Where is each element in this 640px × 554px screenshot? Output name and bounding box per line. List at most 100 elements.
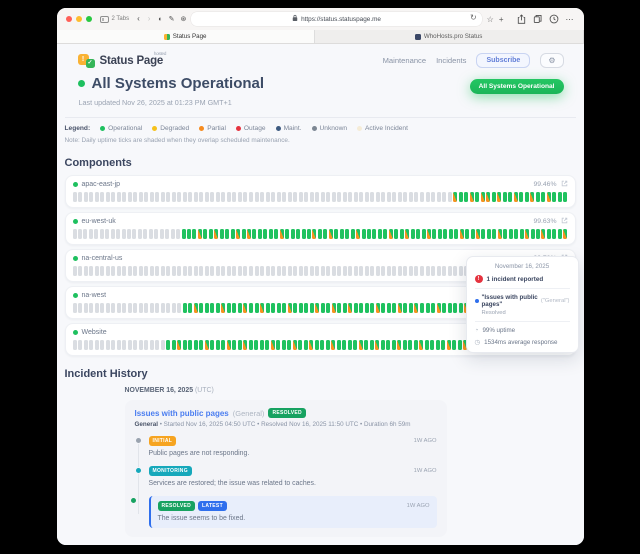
copy-tabs-icon[interactable] <box>533 14 542 24</box>
uptime-tick[interactable] <box>221 192 226 202</box>
uptime-tick[interactable] <box>502 192 507 202</box>
uptime-tick[interactable] <box>197 229 202 239</box>
nav-incidents-link[interactable]: Incidents <box>436 56 467 65</box>
uptime-tick[interactable] <box>94 266 99 276</box>
uptime-tick[interactable] <box>425 192 430 202</box>
uptime-tick[interactable] <box>348 192 353 202</box>
uptime-tick[interactable] <box>419 340 423 350</box>
uptime-tick[interactable] <box>230 229 235 239</box>
uptime-tick[interactable] <box>399 229 404 239</box>
tab-whohosts[interactable]: WhoHosts.pro Status <box>314 30 584 43</box>
uptime-tick[interactable] <box>127 303 132 313</box>
uptime-tick[interactable] <box>323 229 328 239</box>
uptime-tick[interactable] <box>88 229 93 239</box>
uptime-tick[interactable] <box>199 340 203 350</box>
uptime-tick[interactable] <box>458 303 463 313</box>
uptime-tick[interactable] <box>314 340 319 350</box>
uptime-tick[interactable] <box>447 192 452 202</box>
uptime-tick[interactable] <box>149 266 154 276</box>
uptime-tick[interactable] <box>122 192 127 202</box>
uptime-tick[interactable] <box>425 303 430 313</box>
uptime-tick[interactable] <box>293 266 298 276</box>
uptime-tick[interactable] <box>182 192 187 202</box>
uptime-tick[interactable] <box>486 192 491 202</box>
uptime-tick[interactable] <box>425 266 430 276</box>
uptime-tick[interactable] <box>370 266 375 276</box>
uptime-tick[interactable] <box>296 229 301 239</box>
uptime-tick[interactable] <box>293 192 298 202</box>
uptime-tick[interactable] <box>364 340 368 350</box>
uptime-tick[interactable] <box>337 266 342 276</box>
uptime-tick[interactable] <box>315 266 320 276</box>
uptime-tick[interactable] <box>408 266 413 276</box>
uptime-tick[interactable] <box>402 340 407 350</box>
uptime-tick[interactable] <box>304 303 309 313</box>
uptime-tick[interactable] <box>457 340 462 350</box>
uptime-tick[interactable] <box>536 229 541 239</box>
uptime-tick[interactable] <box>199 192 204 202</box>
uptime-tick[interactable] <box>441 340 445 350</box>
uptime-tick[interactable] <box>127 266 132 276</box>
brand-logo[interactable]: ! ✓ Status Page hosted <box>77 51 166 68</box>
uptime-tick[interactable] <box>392 192 397 202</box>
uptime-tick[interactable] <box>447 266 452 276</box>
uptime-tick[interactable] <box>204 340 209 350</box>
uptime-tick[interactable] <box>247 229 251 239</box>
uptime-tick[interactable] <box>111 192 116 202</box>
uptime-tick[interactable] <box>414 266 419 276</box>
uptime-tick[interactable] <box>375 303 380 313</box>
uptime-tick[interactable] <box>430 340 434 350</box>
uptime-tick[interactable] <box>155 192 160 202</box>
uptime-tick[interactable] <box>386 303 391 313</box>
uptime-tick[interactable] <box>530 229 535 239</box>
uptime-tick[interactable] <box>453 266 458 276</box>
uptime-tick[interactable] <box>419 303 424 313</box>
uptime-tick[interactable] <box>281 340 286 350</box>
uptime-tick[interactable] <box>133 340 137 350</box>
reader-icon[interactable]: ◐ <box>158 15 163 23</box>
uptime-tick[interactable] <box>188 192 193 202</box>
uptime-tick[interactable] <box>166 266 171 276</box>
uptime-tick[interactable] <box>375 192 380 202</box>
new-tab-button[interactable]: + <box>498 14 504 24</box>
uptime-tick[interactable] <box>414 192 419 202</box>
uptime-tick[interactable] <box>192 229 197 239</box>
uptime-tick[interactable] <box>342 192 347 202</box>
uptime-tick[interactable] <box>72 229 77 239</box>
pen-icon[interactable]: ✎ <box>168 16 175 23</box>
uptime-tick[interactable] <box>182 340 187 350</box>
uptime-tick[interactable] <box>353 266 358 276</box>
uptime-tick[interactable] <box>83 192 88 202</box>
uptime-tick[interactable] <box>304 266 309 276</box>
uptime-tick[interactable] <box>188 266 193 276</box>
uptime-tick[interactable] <box>265 192 270 202</box>
uptime-tick[interactable] <box>193 340 198 350</box>
uptime-tick[interactable] <box>133 192 138 202</box>
uptime-tick[interactable] <box>78 192 83 202</box>
uptime-tick[interactable] <box>254 266 259 276</box>
uptime-tick[interactable] <box>416 229 421 239</box>
uptime-tick[interactable] <box>475 192 480 202</box>
uptime-tick[interactable] <box>469 192 474 202</box>
uptime-tick[interactable] <box>89 303 94 313</box>
uptime-tick[interactable] <box>348 303 353 313</box>
zoom-window-button[interactable] <box>85 16 92 22</box>
uptime-tick[interactable] <box>353 192 358 202</box>
settings-gear-button[interactable]: ⚙ <box>540 53 564 68</box>
uptime-tick[interactable] <box>304 192 309 202</box>
uptime-tick[interactable] <box>116 303 121 313</box>
uptime-tick[interactable] <box>122 340 126 350</box>
uptime-tick[interactable] <box>298 266 303 276</box>
uptime-tick[interactable] <box>437 229 442 239</box>
uptime-tick[interactable] <box>105 266 110 276</box>
uptime-tick[interactable] <box>214 229 219 239</box>
uptime-tick[interactable] <box>442 266 447 276</box>
uptime-tick[interactable] <box>276 266 281 276</box>
uptime-tick[interactable] <box>287 303 292 313</box>
uptime-tick[interactable] <box>187 229 192 239</box>
share-icon[interactable] <box>517 14 526 24</box>
uptime-tick[interactable] <box>127 192 132 202</box>
tab-status-page[interactable]: Status Page <box>56 30 315 43</box>
uptime-tick[interactable] <box>226 192 231 202</box>
uptime-tick[interactable] <box>225 229 230 239</box>
